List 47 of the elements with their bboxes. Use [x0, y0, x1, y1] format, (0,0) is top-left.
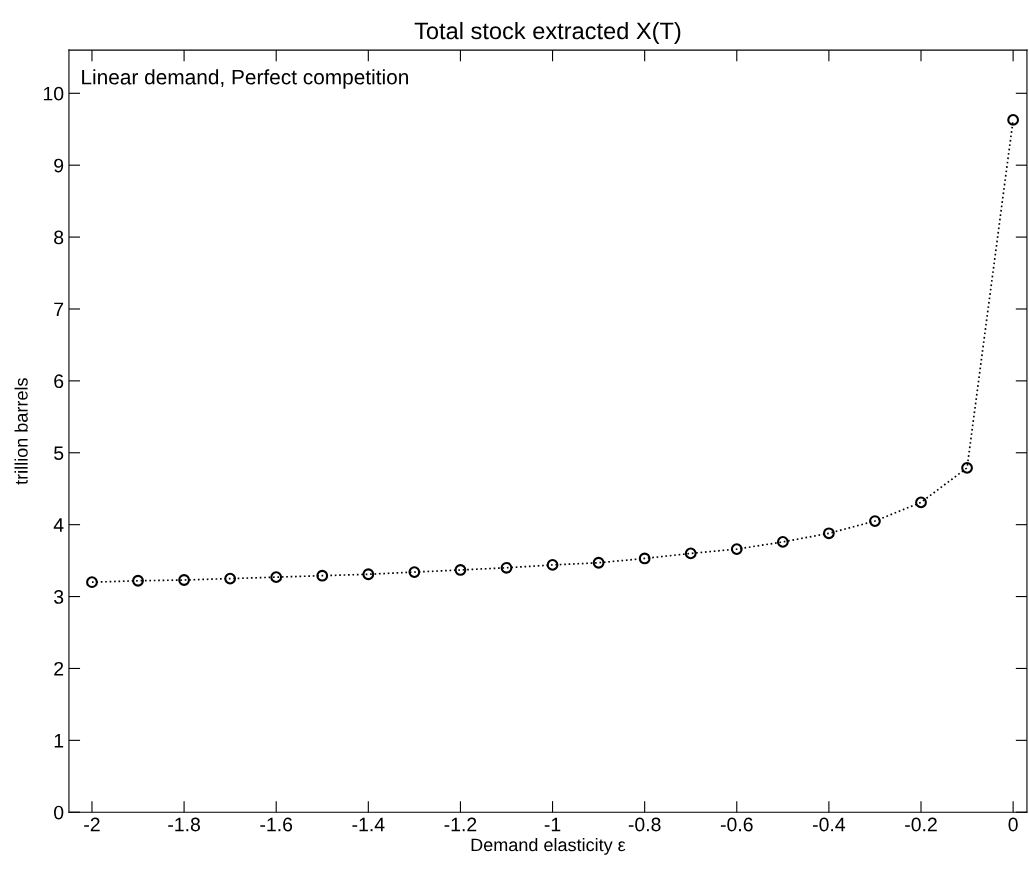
point [224, 572, 237, 585]
point [684, 547, 697, 560]
y-tick-label: 5 [54, 446, 64, 461]
point [730, 543, 743, 556]
x-tick-label: -1.4 [352, 817, 385, 832]
y-tick-label: 10 [43, 86, 64, 101]
point [86, 576, 98, 589]
point [178, 574, 190, 586]
y-tick-label: 1 [54, 734, 64, 748]
x-tick-label: -1.8 [168, 817, 200, 832]
x-tick-label: -0.8 [628, 817, 661, 832]
y-axis-title: trillion barrels [14, 378, 28, 485]
y-tick-label: 0 [54, 805, 64, 820]
y-tick-label: 8 [54, 230, 64, 245]
point [961, 461, 973, 474]
x-tick-label: -0.4 [813, 817, 846, 832]
x-axis-title: Demand elasticity ε [471, 838, 626, 855]
x-tick-label: -1 [544, 817, 561, 832]
point [362, 568, 375, 581]
y-tick-label: 9 [54, 158, 64, 173]
point [776, 536, 789, 548]
y-tick-label: 7 [54, 302, 64, 317]
point [316, 569, 329, 582]
point [1007, 114, 1020, 126]
x-tick-label: 0 [1008, 817, 1018, 832]
point [869, 515, 881, 527]
point [638, 552, 651, 565]
x-tick-label: -1.6 [260, 817, 293, 832]
point [592, 556, 605, 569]
point [270, 571, 283, 584]
point [822, 527, 835, 540]
chart-title: Total stock extracted X(T) [414, 21, 681, 44]
point [454, 564, 467, 576]
point [915, 496, 927, 509]
x-tick-label: -0.2 [905, 817, 937, 832]
point [408, 566, 421, 579]
x-tick-label: -1.2 [444, 817, 477, 832]
x-tick-label: -0.6 [720, 817, 753, 832]
point [500, 561, 513, 574]
annotation: Linear demand, Perfect competition [82, 69, 408, 89]
y-tick-label: 6 [54, 374, 64, 389]
point [546, 559, 559, 571]
y-tick-label: 3 [54, 590, 64, 604]
x-tick-label: -2 [84, 817, 100, 832]
y-tick-label: 4 [53, 518, 64, 532]
y-tick-label: 2 [54, 661, 64, 676]
point [132, 574, 144, 587]
